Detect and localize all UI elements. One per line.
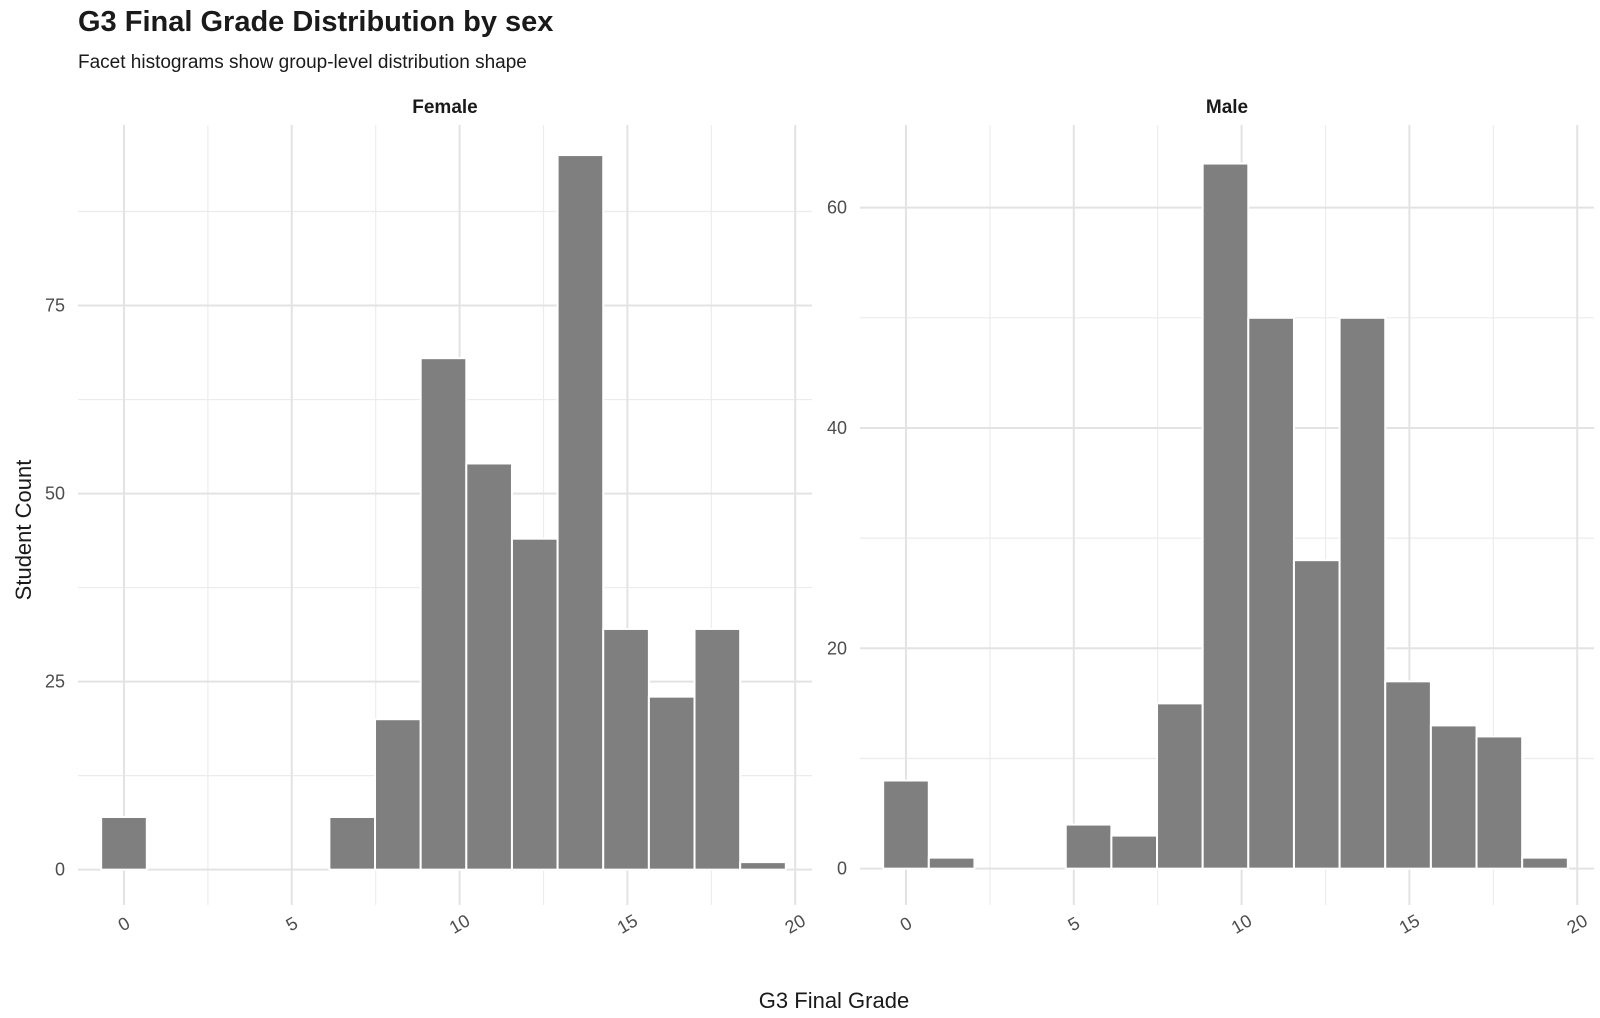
panel-male: Male 0 20 40 60 0 5 10 15 20: [827, 97, 1594, 938]
y-tick-label: 60: [827, 198, 847, 218]
y-axis-label: Student Count: [11, 460, 36, 601]
facet-label: Female: [412, 97, 477, 118]
histogram-bar: [556, 154, 605, 871]
y-tick-label: 20: [827, 638, 847, 658]
histogram-bar: [693, 627, 742, 871]
histogram-bar: [1110, 834, 1159, 870]
histogram-bar: [1156, 702, 1204, 870]
histogram-bar: [1338, 316, 1387, 870]
histogram-bar: [1201, 162, 1250, 870]
x-tick-label: 20: [782, 910, 809, 937]
y-tick-label: 40: [827, 418, 847, 438]
histogram-bar: [647, 695, 696, 871]
y-tick-label: 0: [837, 859, 847, 879]
histogram-bar: [465, 462, 513, 871]
y-tick-label: 75: [45, 296, 65, 316]
chart-title: G3 Final Grade Distribution by sex: [78, 6, 554, 38]
panel-female: Female 0 25 50 75 0 5 10 15 20: [45, 97, 812, 938]
histogram-bar: [419, 357, 468, 871]
histogram-bar: [1292, 559, 1341, 870]
y-tick-label: 0: [55, 860, 65, 880]
x-tick-label: 0: [115, 913, 134, 935]
histogram-bar: [374, 718, 422, 871]
x-tick-label: 15: [1396, 910, 1423, 937]
histogram-bar: [1384, 680, 1432, 870]
y-tick-label: 25: [45, 672, 65, 692]
x-tick-label: 15: [614, 910, 641, 937]
x-axis-label: G3 Final Grade: [759, 988, 909, 1013]
histogram-bar: [1064, 823, 1113, 870]
y-tick-label: 50: [45, 484, 65, 504]
chart-subtitle: Facet histograms show group-level distri…: [78, 52, 527, 73]
histogram-bar: [1475, 735, 1524, 870]
x-tick-label: 0: [897, 913, 916, 935]
x-tick-label: 5: [1064, 913, 1083, 935]
histogram-bar: [1247, 316, 1295, 870]
histogram-bar: [882, 779, 930, 870]
histogram-bar: [927, 856, 976, 870]
histogram-bar: [328, 815, 377, 871]
histogram-bar: [739, 861, 787, 871]
histogram-bar: [1429, 724, 1478, 870]
facet-label: Male: [1206, 97, 1248, 118]
histogram-bar: [510, 537, 559, 871]
histogram-bar: [100, 815, 148, 871]
histogram-bar: [1521, 856, 1569, 870]
x-tick-label: 10: [446, 910, 473, 937]
x-tick-label: 20: [1564, 910, 1591, 937]
histogram-bar: [602, 627, 650, 871]
x-tick-label: 10: [1228, 910, 1255, 937]
x-tick-label: 5: [282, 913, 301, 935]
